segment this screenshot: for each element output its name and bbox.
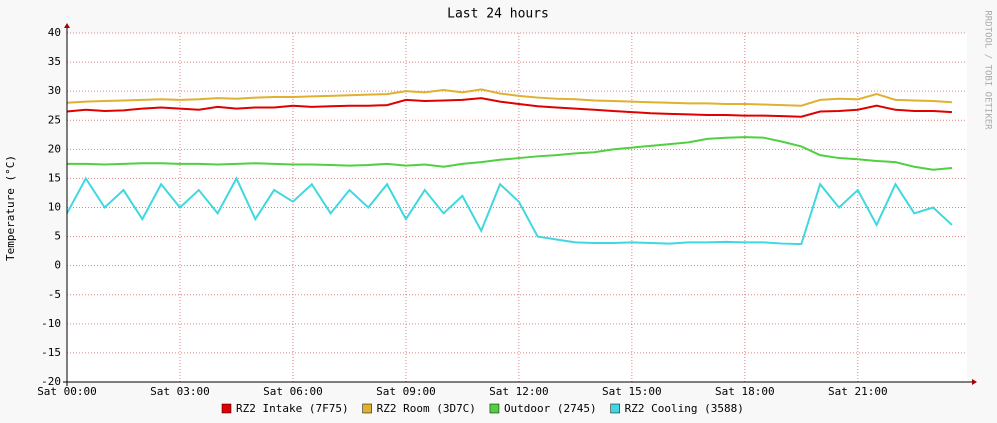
y-tick-label: 30 bbox=[48, 84, 61, 97]
x-tick-label: Sat 06:00 bbox=[263, 385, 323, 398]
y-arrow bbox=[64, 23, 70, 28]
x-tick-label: Sat 00:00 bbox=[37, 385, 97, 398]
legend-label: RZ2 Intake (7F75) bbox=[236, 402, 349, 415]
y-tick-label: 10 bbox=[48, 201, 61, 214]
y-tick-label: 20 bbox=[48, 142, 61, 155]
x-tick-label: Sat 03:00 bbox=[150, 385, 210, 398]
y-tick-label: -5 bbox=[48, 288, 61, 301]
y-tick-label: -15 bbox=[41, 346, 61, 359]
watermark: RRDTOOL / TOBI OETIKER bbox=[983, 10, 993, 130]
legend-swatch bbox=[362, 403, 372, 414]
legend-label: Outdoor (2745) bbox=[504, 402, 597, 415]
legend-swatch bbox=[489, 403, 500, 414]
x-tick-label: Sat 15:00 bbox=[602, 385, 662, 398]
series-line bbox=[67, 136, 953, 171]
x-tick-label: Sat 21:00 bbox=[828, 385, 888, 398]
y-tick-label: 25 bbox=[48, 113, 61, 126]
series-line bbox=[66, 88, 952, 107]
tick-labels: -20 -15 -10 -5 0 5 10 15 20 25 30 35 40 Sat 00:00 Sat … bbox=[37, 26, 887, 398]
series-line bbox=[66, 176, 953, 246]
x-tick-label: Sat 12:00 bbox=[489, 385, 549, 398]
x-tick-label: Sat 09:00 bbox=[376, 385, 436, 398]
legend: RZ2 Intake (7F75) RZ2 Room (3D7C) Outdoor … bbox=[221, 402, 744, 415]
series-line bbox=[66, 97, 952, 118]
y-tick-label: 15 bbox=[48, 171, 61, 184]
legend-swatch bbox=[221, 403, 232, 414]
legend-label: RZ2 Room (3D7C) bbox=[377, 402, 476, 415]
legend-label: RZ2 Cooling (3588) bbox=[625, 402, 744, 415]
grid bbox=[66, 32, 967, 383]
chart-title: Last 24 hours bbox=[447, 7, 549, 22]
y-tick-label: 40 bbox=[48, 26, 61, 39]
y-tick-label: -20 bbox=[41, 375, 61, 388]
lines bbox=[66, 88, 953, 246]
legend-swatch bbox=[610, 403, 620, 414]
x-arrow bbox=[972, 379, 977, 385]
y-tick-label: 5 bbox=[54, 230, 61, 243]
x-tick-label: Sat 18:00 bbox=[715, 385, 775, 398]
y-tick-label: 0 bbox=[54, 259, 61, 272]
y-tick-label: -10 bbox=[41, 317, 61, 330]
y-axis-label: Temperature (°C) bbox=[4, 155, 17, 261]
y-tick-label: 35 bbox=[48, 55, 61, 68]
